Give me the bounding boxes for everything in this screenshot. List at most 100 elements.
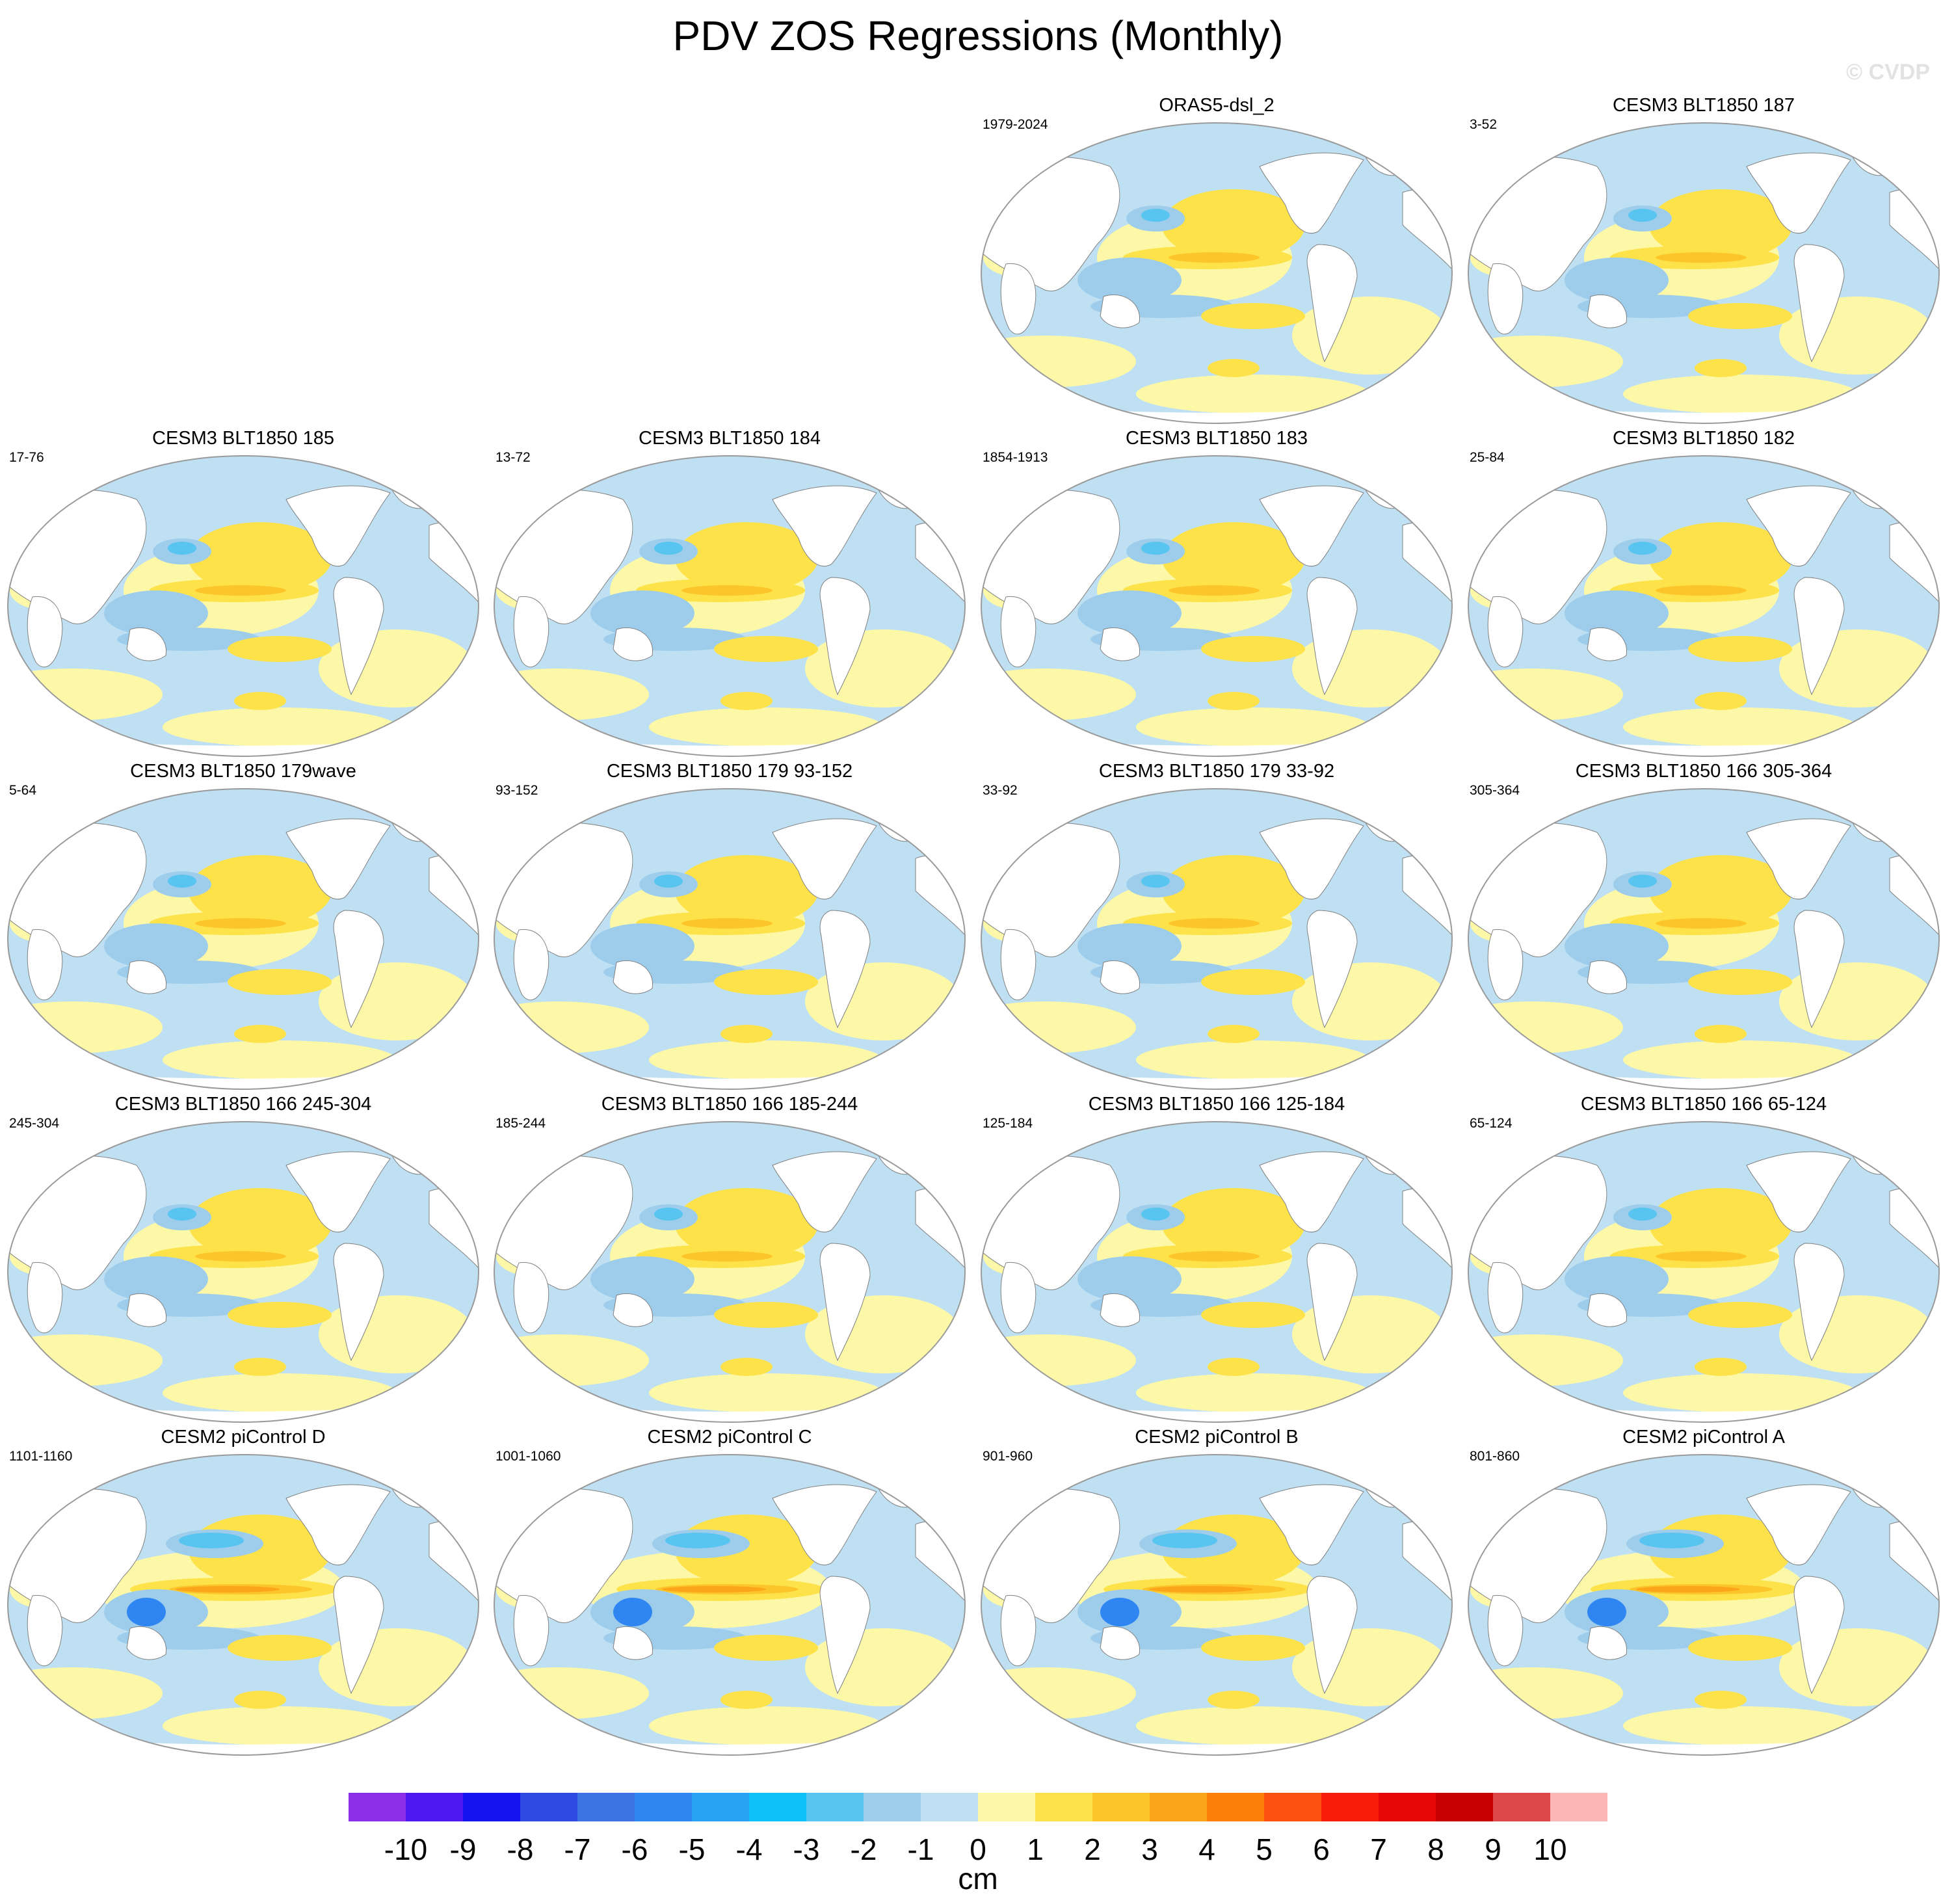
- colorbar-swatch: [406, 1793, 463, 1821]
- panel-title: CESM3 BLT1850 166 185-244: [601, 1094, 858, 1115]
- panel-title: CESM3 BLT1850 185: [152, 428, 334, 449]
- colorbar-tick-label: -10: [384, 1832, 428, 1866]
- panel-year-range: 17-76: [9, 450, 44, 465]
- panel-title: ORAS5-dsl_2: [1159, 95, 1275, 116]
- regression-map: [981, 788, 1453, 1090]
- panel-year-range: 93-152: [496, 783, 538, 798]
- regression-map: [7, 788, 479, 1090]
- regression-map: [1468, 1454, 1940, 1756]
- colorbar-swatch: [349, 1793, 406, 1821]
- panel-year-range: 13-72: [496, 450, 531, 465]
- colorbar-swatch: [1092, 1793, 1150, 1821]
- panel-year-range: 185-244: [496, 1116, 546, 1131]
- colorbar-tick-label: 3: [1141, 1832, 1158, 1866]
- colorbar-swatch: [635, 1793, 692, 1821]
- colorbar-tick-label: 0: [970, 1832, 986, 1866]
- map-panel: CESM2 piControl B 901-960: [973, 1427, 1460, 1758]
- panel-year-range: 305-364: [1470, 783, 1520, 798]
- colorbar-tick-label: -4: [735, 1832, 763, 1866]
- colorbar-tick-label: 1: [1027, 1832, 1044, 1866]
- map-panel: CESM3 BLT1850 187 3-52: [1460, 95, 1947, 427]
- panel-title: CESM3 BLT1850 179 93-152: [606, 761, 853, 782]
- colorbar-swatch: [749, 1793, 806, 1821]
- colorbar-swatch: [978, 1793, 1035, 1821]
- regression-map: [981, 1121, 1453, 1423]
- panel-year-range: 1854-1913: [983, 450, 1048, 465]
- colorbar-swatch: [806, 1793, 864, 1821]
- map-panel: CESM2 piControl A 801-860: [1460, 1427, 1947, 1758]
- colorbar-swatch: [1493, 1793, 1550, 1821]
- colorbar-swatch: [463, 1793, 520, 1821]
- colorbar-tick-label: -3: [793, 1832, 820, 1866]
- map-panel: CESM3 BLT1850 166 65-124 65-124: [1460, 1094, 1947, 1425]
- map-panel: CESM3 BLT1850 184 13-72: [486, 428, 973, 760]
- colorbar-swatch: [1150, 1793, 1207, 1821]
- panel-year-range: 1101-1160: [9, 1449, 73, 1464]
- colorbar-swatch: [1436, 1793, 1493, 1821]
- colorbar-swatch: [1207, 1793, 1264, 1821]
- colorbar-tick-label: -5: [678, 1832, 706, 1866]
- colorbar-swatch: [921, 1793, 978, 1821]
- colorbar-swatch: [577, 1793, 635, 1821]
- map-panel: CESM3 BLT1850 166 185-244 185-244: [486, 1094, 973, 1425]
- map-panel: CESM3 BLT1850 166 245-304 245-304: [0, 1094, 486, 1425]
- map-panel: CESM3 BLT1850 183 1854-1913: [973, 428, 1460, 760]
- panel-year-range: 3-52: [1470, 117, 1498, 132]
- panel-title: CESM3 BLT1850 166 305-364: [1575, 761, 1832, 782]
- watermark: © CVDP: [1846, 60, 1930, 85]
- panel-title: CESM3 BLT1850 166 245-304: [114, 1094, 372, 1115]
- panel-year-range: 1979-2024: [983, 117, 1048, 132]
- regression-map: [494, 788, 966, 1090]
- panel-year-range: 65-124: [1470, 1116, 1513, 1131]
- colorbar-tick-label: -1: [907, 1832, 934, 1866]
- colorbar-swatch: [864, 1793, 921, 1821]
- colorbar-swatch: [1035, 1793, 1092, 1821]
- regression-map: [494, 1121, 966, 1423]
- figure-title: PDV ZOS Regressions (Monthly): [672, 12, 1284, 59]
- map-panel: CESM3 BLT1850 182 25-84: [1460, 428, 1947, 760]
- regression-map: [7, 455, 479, 757]
- colorbar-tick-label: 10: [1533, 1832, 1567, 1866]
- colorbar-tick-label: 8: [1427, 1832, 1444, 1866]
- panel-year-range: 901-960: [983, 1449, 1033, 1464]
- colorbar-tick-label: 7: [1370, 1832, 1387, 1866]
- colorbar-tick-label: 9: [1485, 1832, 1501, 1866]
- regression-map: [494, 1454, 966, 1756]
- panel-title: CESM3 BLT1850 187: [1613, 95, 1795, 116]
- colorbar-swatch: [692, 1793, 749, 1821]
- panel-title: CESM3 BLT1850 166 65-124: [1580, 1094, 1827, 1115]
- panel-year-range: 125-184: [983, 1116, 1033, 1131]
- panel-title: CESM3 BLT1850 184: [639, 428, 821, 449]
- colorbar-tick-label: 5: [1256, 1832, 1273, 1866]
- colorbar-tick-label: -6: [621, 1832, 648, 1866]
- colorbar-tick-label: 6: [1313, 1832, 1330, 1866]
- panel-year-range: 1001-1060: [496, 1449, 561, 1464]
- panel-year-range: 245-304: [9, 1116, 60, 1131]
- regression-map: [1468, 122, 1940, 424]
- regression-map: [1468, 455, 1940, 757]
- panel-year-range: 801-860: [1470, 1449, 1520, 1464]
- panel-title: CESM3 BLT1850 166 125-184: [1088, 1094, 1345, 1115]
- regression-map: [1468, 788, 1940, 1090]
- colorbar-swatch: [520, 1793, 577, 1821]
- regression-map: [1468, 1121, 1940, 1423]
- colorbar-tick-label: -7: [564, 1832, 591, 1866]
- regression-map: [981, 455, 1453, 757]
- map-panel: CESM3 BLT1850 166 305-364 305-364: [1460, 761, 1947, 1092]
- colorbar-swatch: [1550, 1793, 1607, 1821]
- map-panel: CESM3 BLT1850 179 93-152 93-152: [486, 761, 973, 1092]
- map-panel: ORAS5-dsl_2 1979-2024: [973, 95, 1460, 427]
- regression-map: [7, 1454, 479, 1756]
- colorbar-tick-label: 4: [1198, 1832, 1215, 1866]
- colorbar-tick-label: -8: [507, 1832, 534, 1866]
- colorbar-swatch: [1321, 1793, 1379, 1821]
- panel-title: CESM2 piControl C: [647, 1427, 812, 1448]
- panel-year-range: 33-92: [983, 783, 1018, 798]
- panel-title: CESM2 piControl B: [1135, 1427, 1299, 1448]
- panel-title: CESM2 piControl D: [161, 1427, 326, 1448]
- panel-title: CESM3 BLT1850 179 33-92: [1098, 761, 1335, 782]
- colorbar-units: cm: [958, 1862, 998, 1896]
- regression-map: [981, 122, 1453, 424]
- panel-title: CESM3 BLT1850 182: [1613, 428, 1795, 449]
- regression-map: [7, 1121, 479, 1423]
